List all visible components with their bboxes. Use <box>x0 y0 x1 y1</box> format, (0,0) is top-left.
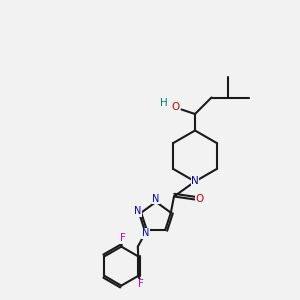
Text: F: F <box>120 233 126 243</box>
Text: N: N <box>152 194 160 204</box>
Text: O: O <box>195 194 204 205</box>
Text: O: O <box>171 101 180 112</box>
Text: H: H <box>160 98 168 108</box>
Text: N: N <box>142 228 149 238</box>
Text: N: N <box>134 206 142 216</box>
Text: N: N <box>191 176 199 187</box>
Text: F: F <box>138 279 144 289</box>
